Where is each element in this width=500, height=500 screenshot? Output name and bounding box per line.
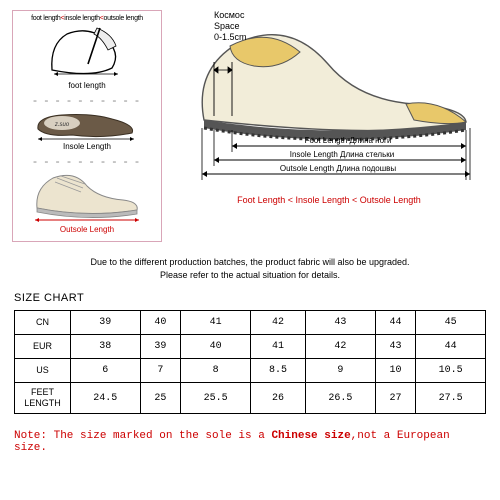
size-cell: 45 <box>416 311 486 335</box>
size-cell: 6 <box>71 359 141 383</box>
size-cell: 10.5 <box>416 359 486 383</box>
size-cell: 9 <box>306 359 376 383</box>
row-header: US <box>15 359 71 383</box>
note-highlight: Chinese size <box>271 430 350 442</box>
size-cell: 8 <box>181 359 251 383</box>
svg-text:Insole Length Длина стельки: Insole Length Длина стельки <box>290 150 395 159</box>
size-cell: 26.5 <box>306 383 376 414</box>
right-bottom-rule: Foot Length < Insole Length < Outsole Le… <box>170 195 488 205</box>
divider: - - - - - - - - - - <box>33 154 141 168</box>
note-prefix: Note: The size marked on the sole is a <box>14 430 271 442</box>
size-cell: 44 <box>416 335 486 359</box>
table-row: US6788.591010.5 <box>15 359 486 383</box>
size-cell: 38 <box>71 335 141 359</box>
row-header: EUR <box>15 335 71 359</box>
size-chart-table: CN39404142434445EUR38394041424344US6788.… <box>14 310 486 414</box>
size-cell: 42 <box>306 335 376 359</box>
table-row: CN39404142434445 <box>15 311 486 335</box>
foot-outline-icon <box>42 24 132 80</box>
table-row: EUR38394041424344 <box>15 335 486 359</box>
size-cell: 39 <box>71 311 141 335</box>
size-cell: 40 <box>140 311 181 335</box>
size-cell: 42 <box>250 311 305 335</box>
insole-length-label: Insole Length <box>63 142 111 151</box>
size-cell: 41 <box>250 335 305 359</box>
boot-icon <box>27 168 147 224</box>
size-cell: 25.5 <box>181 383 251 414</box>
foot-length-label: foot length <box>68 81 105 90</box>
left-header-rule: foot length<insole length<outsole length <box>31 15 143 22</box>
size-cell: 25 <box>140 383 181 414</box>
row-header: CN <box>15 311 71 335</box>
space-label: Космос Space 0-1.5cm <box>214 10 247 43</box>
svg-text:z.suo: z.suo <box>54 122 70 128</box>
row-header: FEET LENGTH <box>15 383 71 414</box>
footer-note: Note: The size marked on the sole is a C… <box>14 430 486 454</box>
insole-icon: z.suo <box>32 107 142 141</box>
size-cell: 41 <box>181 311 251 335</box>
production-note: Due to the different production batches,… <box>10 256 490 282</box>
divider: - - - - - - - - - - <box>33 93 141 107</box>
outsole-length-label: Outsole Length <box>60 225 114 234</box>
size-cell: 43 <box>306 311 376 335</box>
size-cell: 26 <box>250 383 305 414</box>
size-cell: 27 <box>375 383 416 414</box>
size-chart-title: SIZE CHART <box>14 292 500 304</box>
svg-text:Foot Length Длина ноги: Foot Length Длина ноги <box>305 136 392 145</box>
size-cell: 27.5 <box>416 383 486 414</box>
size-cell: 39 <box>140 335 181 359</box>
size-cell: 44 <box>375 311 416 335</box>
size-cell: 24.5 <box>71 383 141 414</box>
size-cell: 40 <box>181 335 251 359</box>
size-cell: 10 <box>375 359 416 383</box>
left-measure-panel: foot length<insole length<outsole length… <box>12 10 162 242</box>
table-row: FEET LENGTH24.52525.52626.52727.5 <box>15 383 486 414</box>
size-cell: 8.5 <box>250 359 305 383</box>
svg-text:Outsole Length Длина подошвы: Outsole Length Длина подошвы <box>280 164 397 173</box>
size-cell: 7 <box>140 359 181 383</box>
diagram-section: foot length<insole length<outsole length… <box>0 0 500 242</box>
right-shoe-panel: Космос Space 0-1.5cm <box>170 10 488 242</box>
size-cell: 43 <box>375 335 416 359</box>
